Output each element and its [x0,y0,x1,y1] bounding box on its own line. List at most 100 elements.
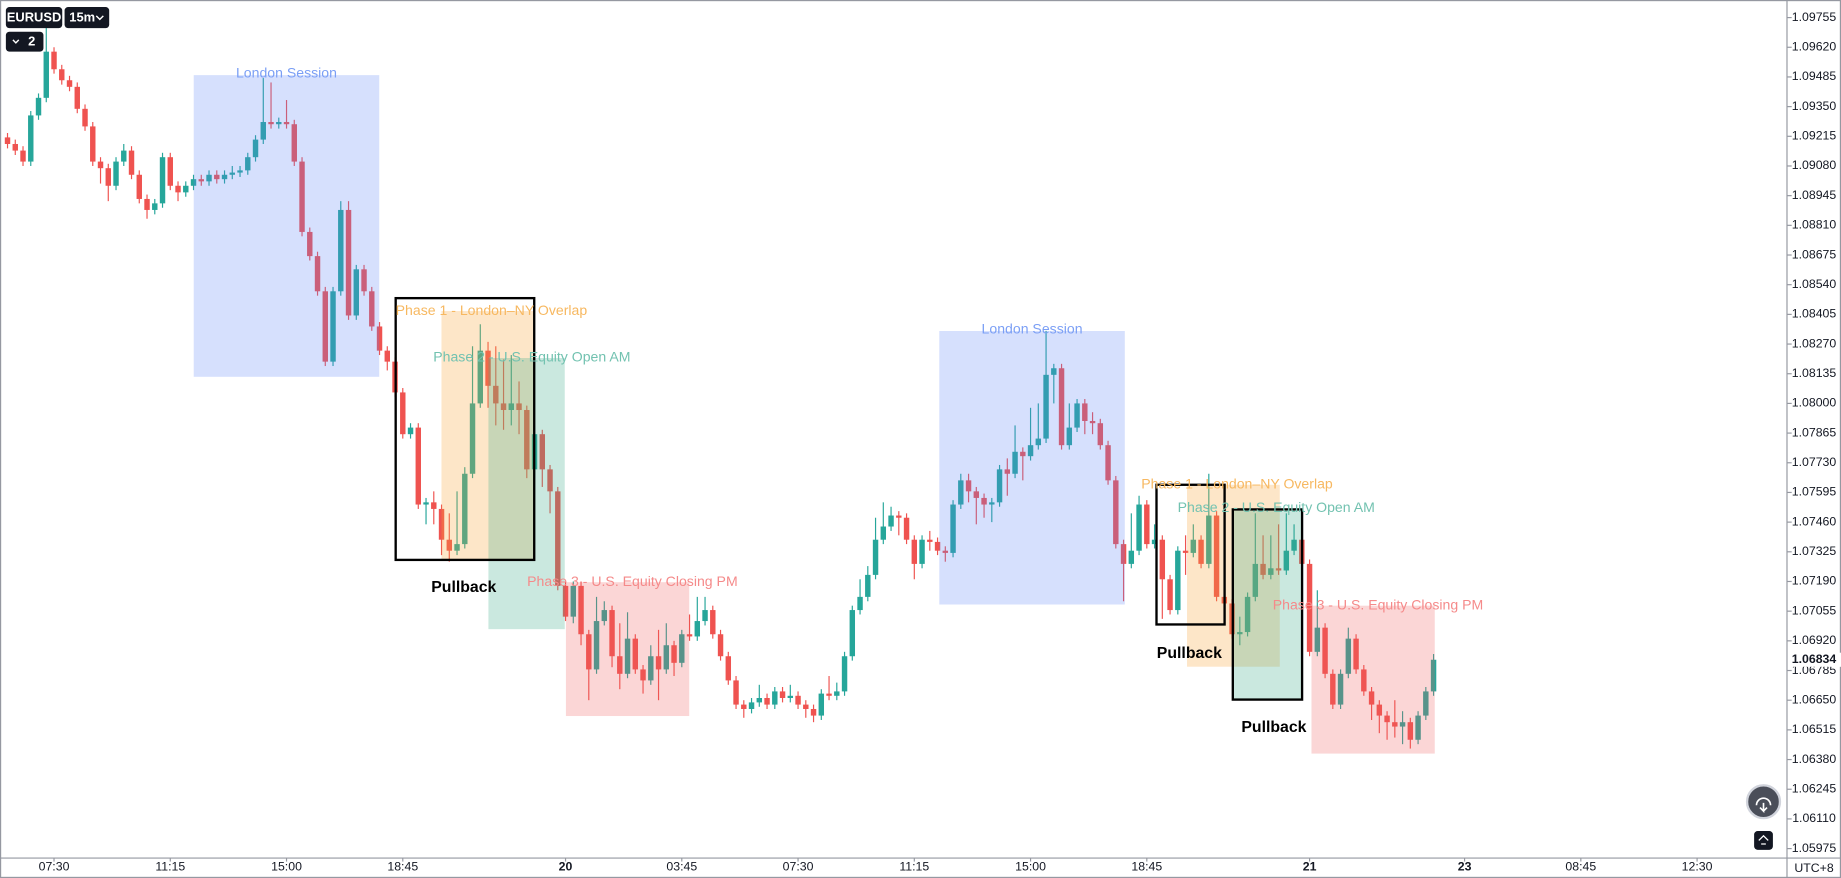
session-box [193,75,380,377]
interval-badge[interactable] [64,7,110,29]
candle-body [283,122,290,125]
indicators-badge[interactable] [5,31,44,52]
candle-body [958,480,964,505]
y-tick-label: 1.07730 [1792,455,1837,469]
symbol-badge[interactable] [5,7,63,29]
interval[interactable]: 15m [69,10,95,25]
candle-body [1043,374,1049,439]
y-tick-label: 1.09485 [1792,69,1837,83]
candle-body [655,656,662,670]
candle-body [562,585,569,617]
candle-body [1283,550,1290,571]
candle-body [586,634,592,670]
candle-body [229,172,235,175]
candle-body [733,680,739,705]
candle-body [1136,504,1142,551]
last-price-box [1788,652,1841,667]
candle-body [865,574,871,597]
candle-body [1314,627,1321,652]
candle-body [291,124,297,162]
candle-body [764,698,770,705]
y-tick-label: 1.08135 [1792,366,1837,380]
candle-body [252,139,259,158]
x-tick-label: 12:30 [1682,860,1713,874]
candle-body [400,392,406,435]
session-label: Phase 3 - U.S. Equity Closing PM [1273,596,1484,612]
y-tick-label: 1.09620 [1792,40,1837,54]
candle-body [1120,544,1127,564]
candle-body [206,174,212,182]
session-label: Phase 3 - U.S. Equity Closing PM [527,573,738,589]
candle-body [43,51,49,98]
interval-caret[interactable] [95,15,104,21]
candle-body [454,544,460,551]
x-tick-label: 03:45 [666,860,697,874]
candle-body [903,517,910,540]
candle-body [601,610,608,622]
candle-body [818,693,825,716]
candle-body [795,695,801,705]
candle-body [508,403,515,411]
candle-body [1376,704,1383,716]
candle-body [438,508,445,540]
candle-body [446,539,452,551]
auto-scale-button[interactable] [1754,831,1773,850]
y-tick-label: 1.06245 [1792,781,1837,795]
auto-scale-icon [1758,834,1769,845]
candle-body [1012,451,1018,474]
candle-body [345,209,352,316]
candle-body [965,480,972,492]
scroll-to-realtime[interactable] [1745,784,1782,820]
pullback-box [1231,508,1304,701]
candle-body [1175,550,1181,611]
candle-body [702,610,708,622]
candle-body [849,610,856,657]
candle-body [555,491,561,586]
x-tick-label: 23 [1458,860,1472,874]
session-label: Phase 1 - London–NY Overlap [1141,475,1333,491]
timezone[interactable]: UTC+8 [1794,861,1833,875]
candle-body [1237,632,1243,635]
candle-body [857,596,863,611]
candle-body [841,656,848,692]
x-tick-label: 20 [559,860,573,874]
symbol[interactable]: EURUSD [7,10,62,25]
y-tick-label: 1.06110 [1792,811,1836,825]
candle-body [911,539,918,564]
candle-body [927,539,933,542]
time-axis: 07:30 11:15 15:00 18:45 20 03:45 07:30 11:15 15:… [39,858,1713,874]
candle-body [934,541,941,551]
candle-body [1144,504,1150,545]
candle-body [59,69,65,81]
candle-body [1268,568,1274,575]
candle-body [1027,445,1034,457]
candle-body [322,291,328,362]
candle-body [973,491,980,498]
candle-body [1392,722,1398,727]
candle-body [276,122,282,125]
candle-body [1074,403,1080,428]
y-tick-label: 1.08810 [1792,218,1837,232]
x-tick-label: 21 [1303,860,1317,874]
candle-body [1089,420,1096,424]
pullback-label: Pullback [1157,645,1222,662]
candle-body [307,231,313,257]
indicators-caret[interactable] [12,39,20,44]
candle-body [299,161,305,232]
indicator-count[interactable]: 2 [28,34,35,49]
pullback-label: Pullback [431,579,496,596]
candle-body [353,269,359,316]
pullback-box [1155,483,1226,626]
y-tick-label: 1.08675 [1792,247,1837,261]
y-tick-label: 1.09350 [1792,99,1837,113]
candle-body [1322,627,1328,674]
candle-body [113,161,119,186]
candle-body [1020,451,1026,457]
candle-body [477,350,483,404]
candle-body [1361,669,1367,692]
candle-body [175,185,181,193]
candle-body [725,656,732,681]
candle-body [1291,539,1297,551]
candle-body [942,550,949,553]
